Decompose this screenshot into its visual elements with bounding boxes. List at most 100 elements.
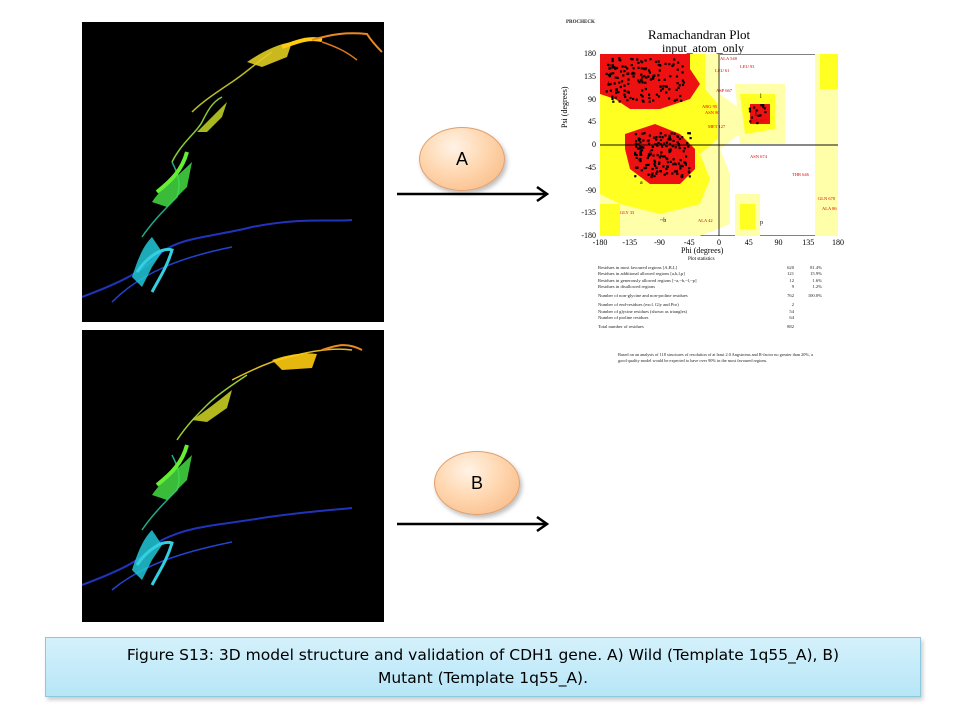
- residue-label: ASN 637: [750, 118, 768, 123]
- residue-point: [650, 149, 654, 152]
- stats-row: Residues in additional allowed regions […: [598, 271, 838, 277]
- residue-point: [637, 66, 640, 69]
- residue-point: [640, 149, 644, 152]
- residue-point: [649, 58, 652, 61]
- residue-point: [665, 141, 669, 144]
- residue-point: [641, 146, 644, 149]
- residue-point: [668, 134, 671, 137]
- residue-point: [684, 163, 687, 166]
- caption-line-2: Mutant (Template 1q55_A).: [377, 669, 589, 687]
- residue-point: [647, 139, 650, 142]
- residue-point: [649, 78, 652, 81]
- residue-point: [666, 161, 669, 164]
- residue-point: [611, 57, 614, 61]
- rama-y-tick: -90: [585, 185, 596, 195]
- residue-point: [605, 72, 608, 75]
- residue-point: [652, 74, 656, 77]
- residue-point: [671, 64, 674, 67]
- residue-point: [676, 172, 679, 175]
- residue-point: [619, 70, 623, 73]
- residue-point: [669, 160, 672, 163]
- residue-point: [635, 140, 638, 143]
- label-a-oval: A: [419, 127, 505, 191]
- figure-caption: Figure S13: 3D model structure and valid…: [45, 637, 921, 697]
- residue-point: [659, 89, 663, 92]
- residue-point: [644, 81, 647, 84]
- residue-point: [673, 58, 676, 61]
- residue-point: [671, 145, 674, 148]
- residue-point: [635, 98, 638, 101]
- residue-point: [661, 145, 664, 148]
- residue-point: [659, 132, 662, 135]
- residue-point: [669, 148, 672, 151]
- residue-point: [658, 162, 661, 165]
- residue-point: [640, 78, 643, 81]
- residue-point: [675, 88, 678, 91]
- residue-point: [672, 158, 675, 161]
- residue-point: [632, 97, 635, 101]
- residue-point: [629, 96, 632, 100]
- residue-point: [683, 147, 686, 150]
- residue-label: ALA 42: [698, 218, 713, 223]
- region-label: a: [640, 180, 643, 186]
- residue-point: [627, 78, 630, 81]
- residue-point: [749, 120, 752, 123]
- residue-point: [675, 98, 679, 101]
- residue-point: [664, 85, 667, 88]
- residue-point: [662, 85, 665, 88]
- residue-point: [688, 132, 691, 135]
- residue-point: [679, 165, 682, 168]
- residue-point: [681, 174, 684, 177]
- residue-point: [678, 137, 681, 141]
- residue-point: [681, 65, 684, 68]
- residue-point: [657, 141, 660, 145]
- rama-y-tick: 45: [588, 117, 596, 127]
- residue-point: [643, 75, 646, 78]
- stats-row: Residues in generously allowed regions […: [598, 278, 838, 284]
- residue-point: [688, 175, 691, 178]
- residue-point: [631, 58, 634, 61]
- residue-point: [615, 66, 619, 70]
- stats-percent: [794, 324, 822, 330]
- residue-point: [672, 163, 675, 166]
- residue-point: [650, 175, 653, 179]
- residue-point: [665, 167, 668, 171]
- caption-line-1: Figure S13: 3D model structure and valid…: [126, 646, 840, 664]
- residue-point: [675, 75, 679, 78]
- residue-point: [641, 132, 644, 135]
- residue-point: [666, 158, 669, 161]
- rama-y-tick: 135: [584, 71, 596, 81]
- rama-y-axis-label: Psi (degrees): [560, 86, 569, 128]
- residue-point: [648, 96, 651, 100]
- residue-point: [623, 70, 626, 73]
- residue-point: [626, 90, 629, 93]
- residue-point: [661, 155, 664, 158]
- stats-percent: 81.4%: [810, 265, 822, 270]
- residue-point: [643, 68, 646, 71]
- residue-point: [645, 164, 648, 167]
- residue-point: [623, 84, 626, 87]
- residue-point: [609, 73, 612, 76]
- arrow-right-a-icon: [397, 186, 550, 202]
- residue-point: [632, 67, 635, 70]
- residue-point: [614, 96, 617, 99]
- residue-point: [648, 134, 651, 137]
- residue-point: [656, 144, 659, 147]
- residue-point: [764, 111, 767, 114]
- residue-label: GLN 670: [818, 196, 836, 201]
- stats-count: 64: [789, 315, 794, 321]
- label-a-text: A: [455, 148, 468, 169]
- residue-point: [677, 86, 680, 89]
- residue-label: ASN 674: [750, 154, 768, 159]
- residue-label: ASN 86: [705, 110, 720, 115]
- residue-point: [653, 163, 656, 166]
- rama-y-tick: 180: [584, 49, 596, 58]
- stats-label: Number of proline residues: [598, 315, 649, 321]
- ramachandran-plot: PROCHECK Ramachandran Plot input_atom_on…: [558, 18, 858, 363]
- residue-point: [665, 145, 668, 148]
- residue-point: [639, 153, 642, 156]
- arrow-right-b-icon: [397, 516, 550, 532]
- residue-point: [647, 153, 651, 156]
- residue-point: [651, 145, 654, 148]
- residue-point: [658, 78, 661, 82]
